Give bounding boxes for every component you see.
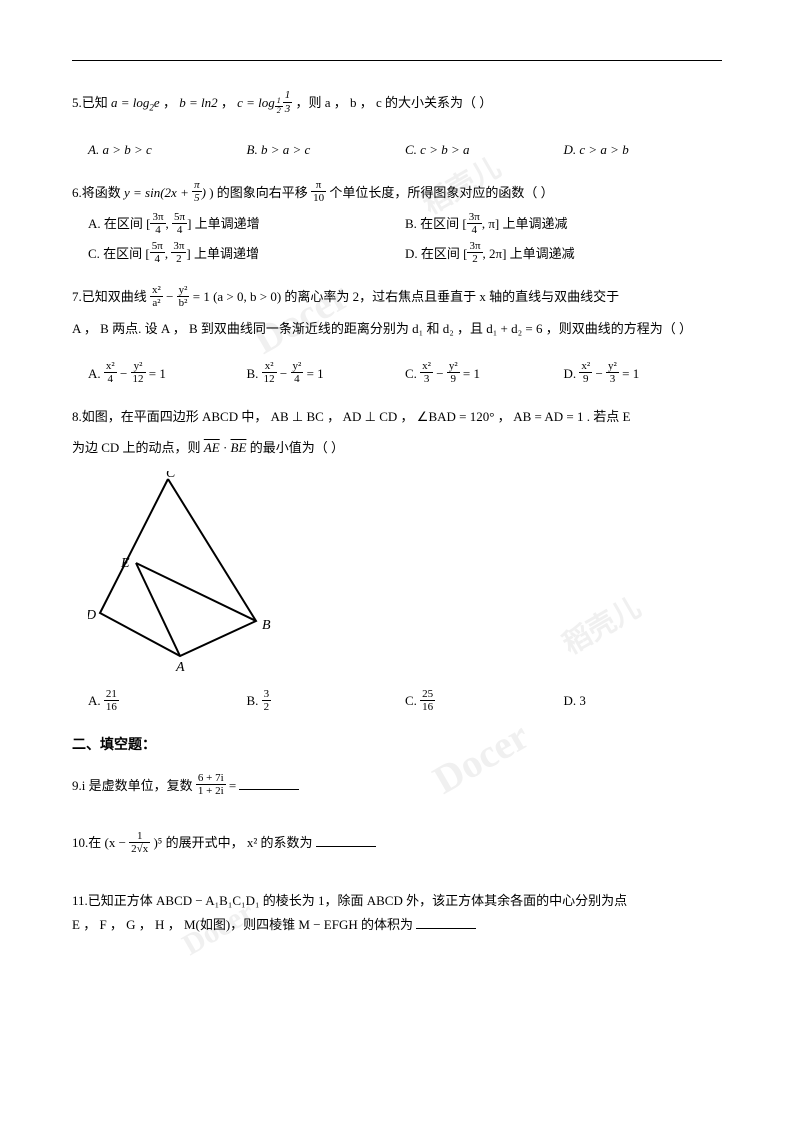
q6-optD: D. 在区间 [3π2, 2π] 上单调递减 (405, 242, 722, 268)
q5-sep2: ， (221, 95, 237, 110)
q11-blank (416, 915, 476, 929)
q5-expr-b: b = ln2 (179, 95, 217, 110)
q5-pre: 5.已知 (72, 95, 111, 110)
q8-line-ea (136, 563, 180, 656)
q10-pre: 10.在 (x − (72, 835, 129, 850)
q8-text1: 8.如图，在平面四边形 ABCD 中， AB ⊥ BC ， AD ⊥ CD ， … (72, 405, 722, 430)
question-11: 11.已知正方体 ABCD − A₁B₁C₁D₁ 的棱长为 1，除面 ABCD … (72, 889, 722, 938)
question-7: 7.已知双曲线 x²a² − y²b² = 1 (a > 0, b > 0) 的… (72, 285, 722, 387)
q5-post: ，则 a ， b ， c 的大小关系为（ ） (296, 95, 493, 110)
q5-optC: C. c > b > a (405, 138, 564, 163)
q5-optA: A. a > b > c (88, 138, 247, 163)
q7-optD: D. x²9 − y²3 = 1 (564, 362, 723, 388)
q7-pre: 7.已知双曲线 (72, 289, 150, 304)
q7-optB: B. x²12 − y²4 = 1 (247, 362, 406, 388)
q5-optB: B. b > a > c (247, 138, 406, 163)
q11-text2-span: E ， F ， G ， H ， M(如图)，则四棱锥 M − EFGH 的体积为 (72, 917, 413, 932)
q6-text: 6.将函数 y = sin(2x + π5) ) 的图象向右平移 π10 个单位… (72, 181, 722, 207)
q8-vec-ae: AE (204, 440, 220, 455)
q9-frac: 6 + 7i1 + 2i (196, 772, 226, 797)
q8-optA: A. 2116 (88, 689, 247, 715)
q7-options: A. x²4 − y²12 = 1 B. x²12 − y²4 = 1 C. x… (72, 362, 722, 388)
q5-text: 5.已知 a = log2e ， b = ln2 ， c = log1213 ，… (72, 91, 722, 118)
question-9: 9.i 是虚数单位，复数 6 + 7i1 + 2i = (72, 774, 722, 800)
q8-label-b: B (262, 618, 271, 633)
q5-expr-a: a = log2e (111, 95, 160, 110)
q10-blank (316, 833, 376, 847)
q7-eq: = 1 (a > 0, b > 0) 的离心率为 2，过右焦点且垂直于 x 轴的… (193, 289, 619, 304)
q10-frac: 12√x (129, 830, 150, 855)
q9-blank (239, 776, 299, 790)
q7-f1: x²a² (150, 284, 163, 309)
page-header-line (72, 60, 722, 61)
q7-optC: C. x²3 − y²9 = 1 (405, 362, 564, 388)
q8-diagram: C E D B A (88, 471, 722, 680)
q5-optD: D. c > a > b (564, 138, 723, 163)
q5-sep1: ， (163, 95, 179, 110)
q8-options: A. 2116 B. 32 C. 2516 D. 3 (72, 689, 722, 715)
q7-minus: − (166, 289, 177, 304)
q8-label-c: C (166, 471, 176, 481)
q6-options: A. 在区间 [3π4, 5π4] 上单调递增 B. 在区间 [3π4, π] … (72, 212, 722, 267)
q11-text2: E ， F ， G ， H ， M(如图)，则四棱锥 M − EFGH 的体积为 (72, 913, 722, 938)
q6-expr: y = sin(2x + π5) (124, 185, 206, 200)
q7-text: 7.已知双曲线 x²a² − y²b² = 1 (a > 0, b > 0) 的… (72, 285, 722, 311)
q8-optC: C. 2516 (405, 689, 564, 715)
q8-vec-be: BE (231, 440, 247, 455)
q6-post: 个单位长度，所得图象对应的函数（ ） (329, 185, 553, 200)
q8-label-e: E (120, 556, 130, 571)
q7-optA: A. x²4 − y²12 = 1 (88, 362, 247, 388)
q5-expr-c: c = log1213 (237, 95, 292, 110)
q11-text1: 11.已知正方体 ABCD − A₁B₁C₁D₁ 的棱长为 1，除面 ABCD … (72, 889, 722, 914)
q6-frac2: π10 (311, 179, 326, 204)
q6-mid: ) 的图象向右平移 (209, 185, 311, 200)
q8-dot: · (223, 440, 231, 455)
question-5: 5.已知 a = log2e ， b = ln2 ， c = log1213 ，… (72, 91, 722, 163)
q10-mid: )⁵ 的展开式中， x² 的系数为 (153, 835, 312, 850)
q6-optB: B. 在区间 [3π4, π] 上单调递减 (405, 212, 722, 238)
q8-optB: B. 32 (247, 689, 406, 715)
q7-line2: A ， B 两点. 设 A ， B 到双曲线同一条渐近线的距离分别为 d₁ 和 … (72, 317, 722, 342)
q8-text2-pre: 为边 CD 上的动点，则 (72, 440, 204, 455)
q7-f2: y²b² (177, 284, 190, 309)
q9-pre: 9.i 是虚数单位，复数 (72, 778, 196, 793)
question-6: 6.将函数 y = sin(2x + π5) ) 的图象向右平移 π10 个单位… (72, 181, 722, 268)
q6-pre: 6.将函数 (72, 185, 124, 200)
section-2-title: 二、填空题： (72, 733, 722, 760)
q6-optC: C. 在区间 [5π4, 3π2] 上单调递增 (88, 242, 405, 268)
q8-label-d: D (88, 608, 96, 623)
q5-options: A. a > b > c B. b > a > c C. c > b > a D… (72, 138, 722, 163)
q6-optA: A. 在区间 [3π4, 5π4] 上单调递增 (88, 212, 405, 238)
q8-label-a: A (175, 660, 185, 671)
question-8: 8.如图，在平面四边形 ABCD 中， AB ⊥ BC ， AD ⊥ CD ， … (72, 405, 722, 715)
q8-text2: 为边 CD 上的动点，则 AE · BE 的最小值为（ ） (72, 436, 722, 461)
question-10: 10.在 (x − 12√x )⁵ 的展开式中， x² 的系数为 (72, 831, 722, 857)
q8-text2-post: 的最小值为（ ） (250, 440, 344, 455)
q8-optD: D. 3 (564, 689, 723, 715)
q9-post: = (229, 778, 240, 793)
q8-svg: C E D B A (88, 471, 288, 671)
